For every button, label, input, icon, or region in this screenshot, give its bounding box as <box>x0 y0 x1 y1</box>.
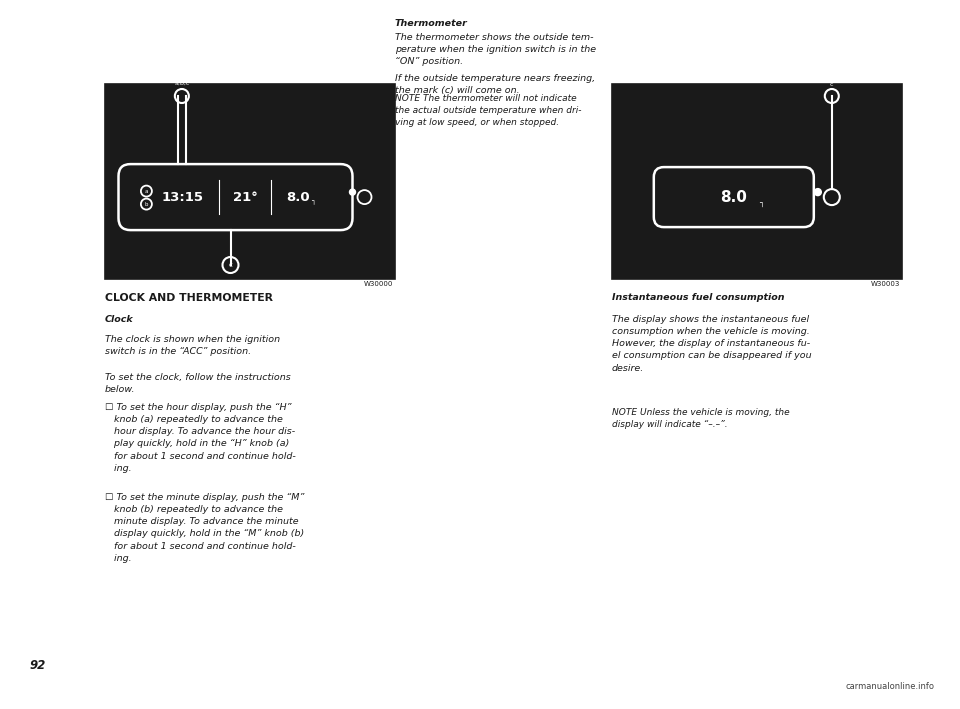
Text: NOTE Unless the vehicle is moving, the
display will indicate “–.–”.: NOTE Unless the vehicle is moving, the d… <box>612 408 790 429</box>
Circle shape <box>814 189 822 196</box>
Bar <box>105 84 395 279</box>
Text: a: a <box>145 189 148 194</box>
Text: 8.0: 8.0 <box>720 189 747 205</box>
Text: The thermometer shows the outside tem-
perature when the ignition switch is in t: The thermometer shows the outside tem- p… <box>395 33 596 67</box>
Text: To set the clock, follow the instructions
below.: To set the clock, follow the instruction… <box>105 373 291 394</box>
Circle shape <box>349 189 355 195</box>
Text: 92: 92 <box>30 659 46 672</box>
Text: Clock: Clock <box>105 315 133 324</box>
FancyBboxPatch shape <box>654 167 814 227</box>
Text: ┐: ┐ <box>759 198 764 206</box>
FancyBboxPatch shape <box>118 164 352 230</box>
Text: c: c <box>830 82 833 87</box>
Text: The clock is shown when the ignition
switch is in the “ACC” position.: The clock is shown when the ignition swi… <box>105 335 280 356</box>
Bar <box>612 84 902 279</box>
Text: c: c <box>228 262 232 268</box>
Text: The display shows the instantaneous fuel
consumption when the vehicle is moving.: The display shows the instantaneous fuel… <box>612 315 811 373</box>
Text: CLOCK AND THERMOMETER: CLOCK AND THERMOMETER <box>105 293 273 303</box>
Text: W30000: W30000 <box>364 281 393 287</box>
Text: Thermometer: Thermometer <box>395 19 468 28</box>
Text: 13:15: 13:15 <box>161 191 204 203</box>
Text: ☐ To set the hour display, push the “H”
   knob (a) repeatedly to advance the
  : ☐ To set the hour display, push the “H” … <box>105 403 296 473</box>
Text: ☐ To set the minute display, push the “M”
   knob (b) repeatedly to advance the
: ☐ To set the minute display, push the “M… <box>105 493 304 563</box>
Text: If the outside temperature nears freezing,
the mark (c) will come on.: If the outside temperature nears freezin… <box>395 74 595 95</box>
Text: 21°: 21° <box>233 191 258 203</box>
Text: b: b <box>145 201 148 206</box>
Text: NOTE The thermometer will not indicate
the actual outside temperature when dri-
: NOTE The thermometer will not indicate t… <box>395 94 582 128</box>
Text: ┐: ┐ <box>311 199 316 205</box>
Text: Instantaneous fuel consumption: Instantaneous fuel consumption <box>612 293 784 302</box>
Text: carmanualonline.info: carmanualonline.info <box>846 682 935 691</box>
Text: W30003: W30003 <box>871 281 900 287</box>
Text: 8.0: 8.0 <box>287 191 310 203</box>
Text: a,b,c: a,b,c <box>174 81 189 86</box>
